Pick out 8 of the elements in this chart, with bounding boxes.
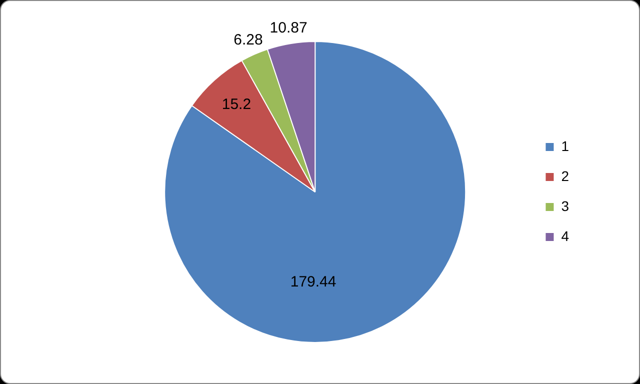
legend-label: 4 bbox=[561, 228, 570, 244]
legend-label: 2 bbox=[561, 168, 570, 184]
legend-label: 1 bbox=[561, 138, 570, 154]
data-label: 10.87 bbox=[270, 20, 308, 37]
data-label: 6.28 bbox=[234, 32, 263, 49]
data-label: 179.44 bbox=[290, 273, 336, 290]
data-label: 15.2 bbox=[222, 96, 252, 113]
legend-label: 3 bbox=[561, 198, 570, 214]
